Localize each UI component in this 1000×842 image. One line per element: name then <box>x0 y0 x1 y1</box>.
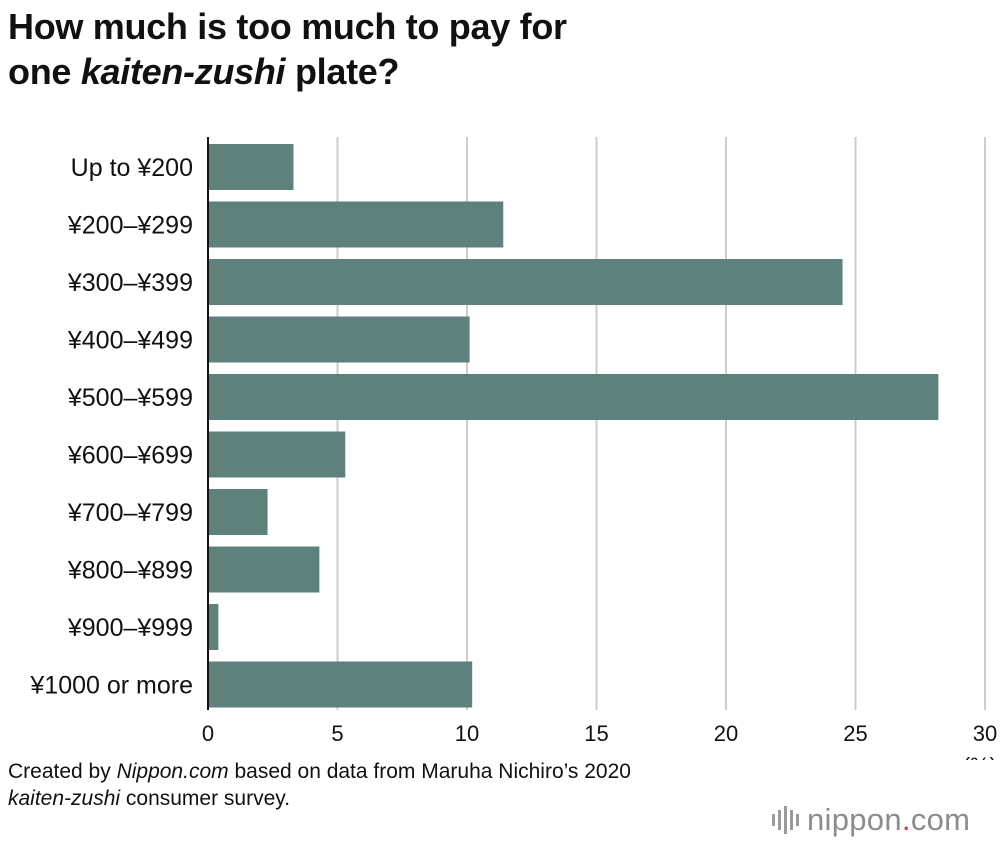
x-tick-labels: 0 5 10 15 20 25 30 <box>202 721 997 746</box>
title-line-2-italic: kaiten-zushi <box>80 51 286 92</box>
bar <box>208 259 843 305</box>
bar <box>208 144 294 190</box>
bar <box>208 201 504 248</box>
category-label: ¥800–¥899 <box>67 557 193 585</box>
title-line-1: How much is too much to pay for <box>8 6 567 47</box>
source-site: Nippon.com <box>116 760 229 783</box>
category-label: Up to ¥200 <box>71 154 193 182</box>
logo-bars-icon <box>772 806 799 834</box>
category-label: ¥500–¥599 <box>67 384 193 412</box>
bar <box>208 604 219 650</box>
bar <box>208 316 470 363</box>
category-label: ¥400–¥499 <box>67 327 193 355</box>
bar-chart: Up to ¥200 ¥200–¥299 ¥300–¥399 ¥400–¥499 ¥50… <box>29 137 997 760</box>
source-prefix: Created by <box>8 760 117 783</box>
nippon-logo: nippon.com <box>772 800 970 840</box>
x-tick-label: 25 <box>843 721 867 746</box>
category-label: ¥700–¥799 <box>67 499 193 527</box>
category-labels: Up to ¥200 ¥200–¥299 ¥300–¥399 ¥400–¥499 ¥50… <box>29 154 193 700</box>
logo-dot: . <box>901 802 911 837</box>
source-detail: based on data from Maruha Nichiro’s 2020 <box>228 760 631 783</box>
title-line-2-suffix: plate? <box>285 51 400 92</box>
logo-name: nippon <box>807 802 902 837</box>
logo-wordmark: nippon.com <box>807 802 970 838</box>
chart-title: How much is too much to pay for one kait… <box>8 4 728 94</box>
source-survey-name: kaiten-zushi <box>8 787 121 810</box>
x-tick-label: 30 <box>973 721 997 746</box>
title-line-2-prefix: one <box>8 51 81 92</box>
x-tick-label: 15 <box>584 721 608 746</box>
x-tick-label: 5 <box>331 721 343 746</box>
bar <box>208 546 320 593</box>
category-label: ¥300–¥399 <box>67 269 193 297</box>
source-survey-suffix: consumer survey. <box>120 787 291 810</box>
category-label: ¥200–¥299 <box>67 212 193 240</box>
logo-tld: com <box>910 802 971 837</box>
bars <box>208 144 939 708</box>
x-tick-label: 10 <box>455 721 479 746</box>
x-unit-label: (%) <box>963 753 997 760</box>
x-tick-label: 20 <box>714 721 738 746</box>
source-note: Created by Nippon.com based on data from… <box>8 758 768 812</box>
x-tick-label: 0 <box>202 721 214 746</box>
category-label: ¥1000 or more <box>29 672 193 700</box>
bar <box>208 661 473 708</box>
bar <box>208 431 346 478</box>
bar <box>208 489 268 535</box>
category-label: ¥600–¥699 <box>67 442 193 470</box>
category-label: ¥900–¥999 <box>67 614 193 642</box>
bar <box>208 374 939 420</box>
